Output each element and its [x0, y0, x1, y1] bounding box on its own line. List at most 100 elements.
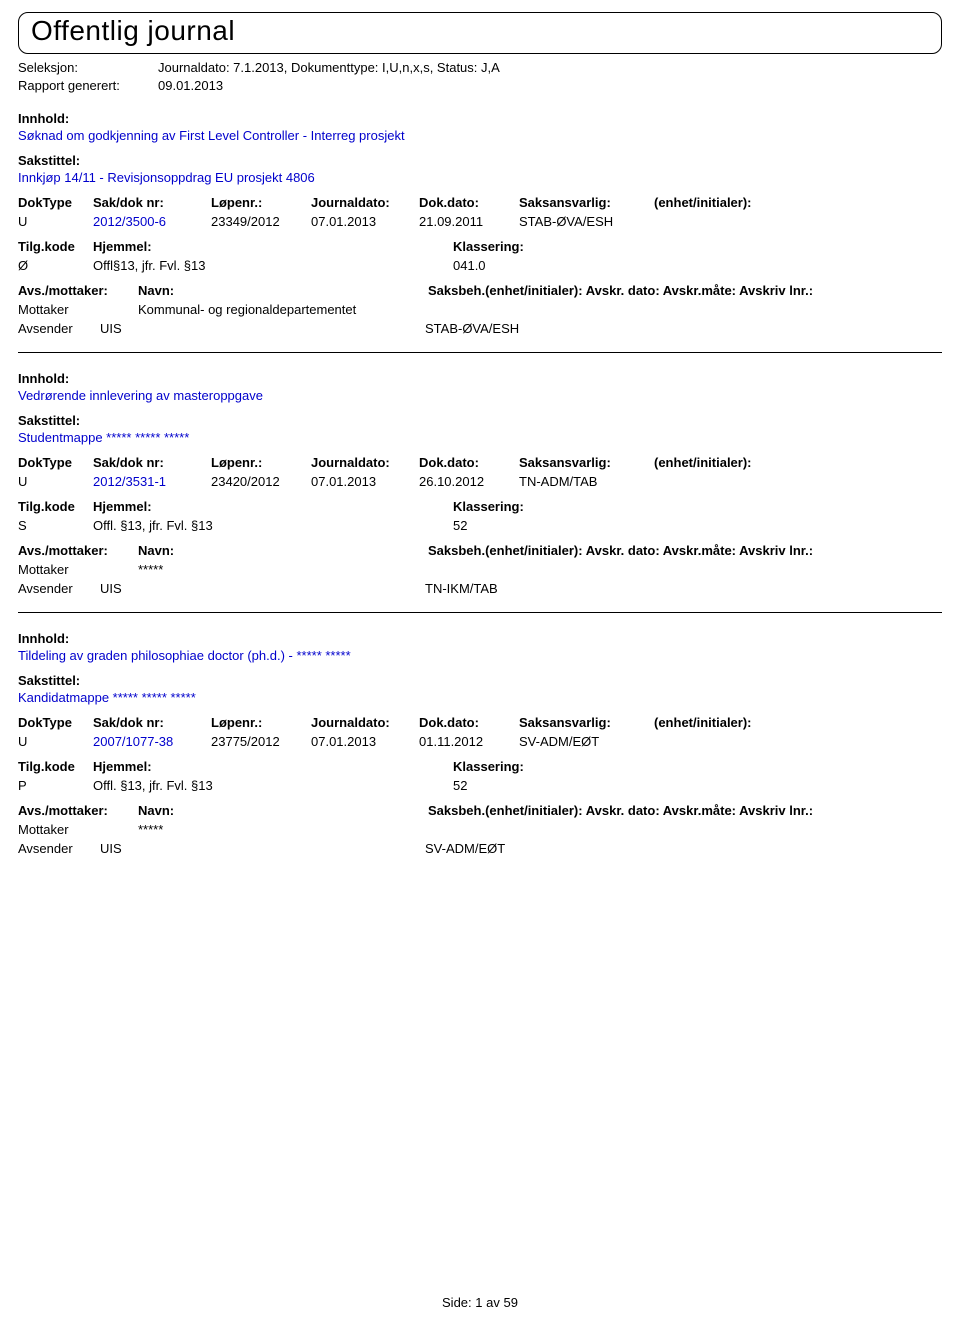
doktype-header: DokType	[18, 195, 93, 210]
tilgkode-value: P	[18, 778, 93, 793]
tilg-header-row: Tilg.kode Hjemmel: Klassering:	[18, 239, 942, 254]
innhold-text: Søknad om godkjenning av First Level Con…	[18, 128, 942, 143]
tilgkode-header: Tilg.kode	[18, 499, 93, 514]
journaldato-value: 07.01.2013	[311, 734, 419, 749]
doc-header-row: DokType Sak/dok nr: Løpenr.: Journaldato…	[18, 195, 942, 210]
avsender-navn: UIS	[100, 581, 425, 596]
avsmottaker-header: Avs./mottaker:	[18, 803, 138, 818]
tilg-header-row: Tilg.kode Hjemmel: Klassering:	[18, 499, 942, 514]
dokdato-header: Dok.dato:	[419, 455, 519, 470]
doc-header-row: DokType Sak/dok nr: Løpenr.: Journaldato…	[18, 455, 942, 470]
sakstittel-label: Sakstittel:	[18, 153, 942, 168]
avsender-unit: SV-ADM/EØT	[425, 841, 505, 856]
hjemmel-value: Offl§13, jfr. Fvl. §13	[93, 258, 453, 273]
avsender-row: Avsender UIS TN-IKM/TAB	[18, 581, 942, 596]
page-total: 59	[504, 1295, 518, 1310]
tilg-header-row: Tilg.kode Hjemmel: Klassering:	[18, 759, 942, 774]
klassering-value: 041.0	[453, 258, 486, 273]
journaldato-value: 07.01.2013	[311, 214, 419, 229]
doc-value-row: U 2007/1077-38 23775/2012 07.01.2013 01.…	[18, 734, 942, 749]
avm-header-row: Avs./mottaker: Navn: Saksbeh.(enhet/init…	[18, 283, 942, 298]
page-container: Offentlig journal Seleksjon: Journaldato…	[0, 0, 960, 884]
seleksjon-label: Seleksjon:	[18, 60, 158, 75]
saksansvarlig-header: Saksansvarlig:	[519, 195, 654, 210]
journal-entry: Innhold: Vedrørende innlevering av maste…	[18, 371, 942, 613]
enhet-header: (enhet/initialer):	[654, 715, 752, 730]
title-box: Offentlig journal	[18, 12, 942, 54]
rapport-label: Rapport generert:	[18, 78, 158, 93]
journaldato-header: Journaldato:	[311, 455, 419, 470]
doktype-value: U	[18, 214, 93, 229]
hjemmel-header: Hjemmel:	[93, 239, 453, 254]
sakdok-value: 2012/3531-1	[93, 474, 211, 489]
innhold-label: Innhold:	[18, 371, 942, 386]
lopenr-value: 23420/2012	[211, 474, 311, 489]
lopenr-header: Løpenr.:	[211, 195, 311, 210]
lopenr-value: 23775/2012	[211, 734, 311, 749]
saksansvarlig-value: SV-ADM/EØT	[519, 734, 654, 749]
mottaker-row: Mottaker Kommunal- og regionaldepartemen…	[18, 302, 942, 317]
saksbeh-header: Saksbeh.(enhet/initialer): Avskr. dato: …	[428, 803, 813, 818]
hjemmel-value: Offl. §13, jfr. Fvl. §13	[93, 778, 453, 793]
avsender-unit: STAB-ØVA/ESH	[425, 321, 519, 336]
page-footer: Side: 1 av 59	[0, 1295, 960, 1310]
saksansvarlig-header: Saksansvarlig:	[519, 715, 654, 730]
enhet-header: (enhet/initialer):	[654, 195, 752, 210]
avsender-label: Avsender	[18, 841, 100, 856]
innhold-text: Vedrørende innlevering av masteroppgave	[18, 388, 942, 403]
lopenr-header: Løpenr.:	[211, 455, 311, 470]
navn-header: Navn:	[138, 283, 428, 298]
avsender-row: Avsender UIS SV-ADM/EØT	[18, 841, 942, 856]
tilgkode-value: Ø	[18, 258, 93, 273]
hjemmel-header: Hjemmel:	[93, 499, 453, 514]
klassering-header: Klassering:	[453, 499, 524, 514]
sakstittel-text: Studentmappe ***** ***** *****	[18, 430, 942, 445]
rapport-value: 09.01.2013	[158, 78, 223, 93]
avsender-row: Avsender UIS STAB-ØVA/ESH	[18, 321, 942, 336]
tilg-value-row: S Offl. §13, jfr. Fvl. §13 52	[18, 518, 942, 533]
hjemmel-value: Offl. §13, jfr. Fvl. §13	[93, 518, 453, 533]
klassering-header: Klassering:	[453, 759, 524, 774]
journaldato-header: Journaldato:	[311, 195, 419, 210]
saksansvarlig-header: Saksansvarlig:	[519, 455, 654, 470]
saksbeh-header: Saksbeh.(enhet/initialer): Avskr. dato: …	[428, 543, 813, 558]
doc-header-row: DokType Sak/dok nr: Løpenr.: Journaldato…	[18, 715, 942, 730]
side-label: Side:	[442, 1295, 472, 1310]
saksbeh-header: Saksbeh.(enhet/initialer): Avskr. dato: …	[428, 283, 813, 298]
innhold-label: Innhold:	[18, 631, 942, 646]
seleksjon-value: Journaldato: 7.1.2013, Dokumenttype: I,U…	[158, 60, 500, 75]
tilg-value-row: P Offl. §13, jfr. Fvl. §13 52	[18, 778, 942, 793]
enhet-header: (enhet/initialer):	[654, 455, 752, 470]
sakdok-header: Sak/dok nr:	[93, 455, 211, 470]
journal-title: Offentlig journal	[31, 17, 929, 45]
doc-value-row: U 2012/3531-1 23420/2012 07.01.2013 26.1…	[18, 474, 942, 489]
page-current: 1	[475, 1295, 482, 1310]
tilgkode-header: Tilg.kode	[18, 759, 93, 774]
sakstittel-text: Innkjøp 14/11 - Revisjonsoppdrag EU pros…	[18, 170, 942, 185]
klassering-header: Klassering:	[453, 239, 524, 254]
tilg-value-row: Ø Offl§13, jfr. Fvl. §13 041.0	[18, 258, 942, 273]
mottaker-label: Mottaker	[18, 302, 138, 317]
av-label: av	[486, 1295, 500, 1310]
doktype-header: DokType	[18, 455, 93, 470]
avsender-unit: TN-IKM/TAB	[425, 581, 498, 596]
avsender-label: Avsender	[18, 321, 100, 336]
klassering-value: 52	[453, 778, 467, 793]
rapport-row: Rapport generert: 09.01.2013	[18, 78, 942, 93]
dokdato-header: Dok.dato:	[419, 195, 519, 210]
doktype-value: U	[18, 734, 93, 749]
sakdok-value: 2012/3500-6	[93, 214, 211, 229]
avsmottaker-header: Avs./mottaker:	[18, 543, 138, 558]
lopenr-value: 23349/2012	[211, 214, 311, 229]
mottaker-row: Mottaker *****	[18, 822, 942, 837]
doc-value-row: U 2012/3500-6 23349/2012 07.01.2013 21.0…	[18, 214, 942, 229]
mottaker-label: Mottaker	[18, 822, 138, 837]
dokdato-header: Dok.dato:	[419, 715, 519, 730]
dokdato-value: 21.09.2011	[419, 214, 519, 229]
lopenr-header: Løpenr.:	[211, 715, 311, 730]
sakdok-header: Sak/dok nr:	[93, 195, 211, 210]
navn-header: Navn:	[138, 543, 428, 558]
doktype-header: DokType	[18, 715, 93, 730]
innhold-label: Innhold:	[18, 111, 942, 126]
avsender-navn: UIS	[100, 321, 425, 336]
